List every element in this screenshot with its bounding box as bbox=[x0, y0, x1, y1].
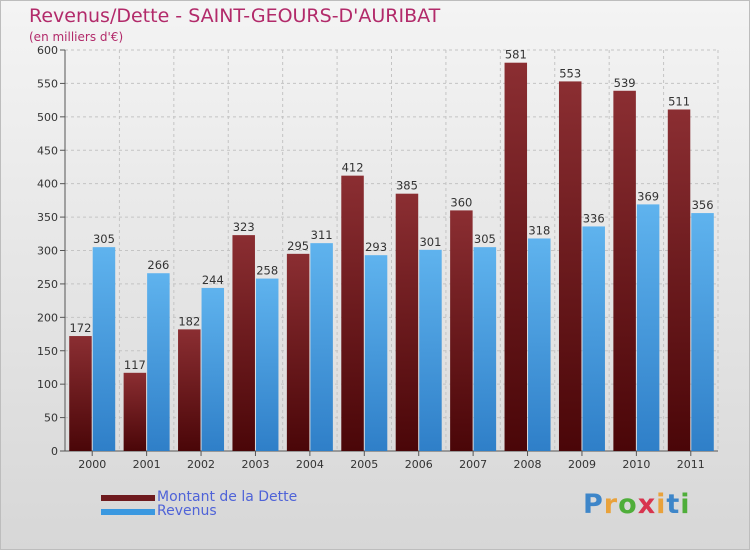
legend-label-revenus: Revenus bbox=[157, 503, 217, 519]
data-label-revenus: 258 bbox=[256, 264, 278, 278]
bar-dette bbox=[613, 90, 636, 451]
bar-dette bbox=[123, 372, 147, 451]
y-tick-label: 200 bbox=[37, 311, 58, 324]
x-tick-label: 2008 bbox=[514, 458, 542, 471]
data-label-dette: 581 bbox=[505, 48, 527, 62]
bar-revenus bbox=[201, 287, 225, 451]
y-tick-label: 400 bbox=[37, 178, 58, 191]
x-tick-label: 2007 bbox=[459, 458, 487, 471]
bar-revenus bbox=[582, 226, 605, 451]
data-label-dette: 172 bbox=[69, 321, 91, 335]
bar-revenus bbox=[364, 255, 388, 451]
bar-revenus bbox=[92, 247, 116, 451]
y-tick-label: 100 bbox=[37, 378, 58, 391]
legend-item-revenus: Revenus bbox=[101, 503, 401, 520]
bar-dette bbox=[286, 253, 310, 451]
x-tick-label: 2006 bbox=[405, 458, 433, 471]
data-label-revenus: 318 bbox=[528, 223, 550, 237]
data-label-dette: 182 bbox=[178, 314, 200, 328]
data-label-revenus: 311 bbox=[311, 228, 333, 242]
data-label-revenus: 293 bbox=[365, 240, 387, 254]
x-tick-label: 2000 bbox=[78, 458, 106, 471]
bar-dette bbox=[558, 81, 582, 451]
bar-revenus bbox=[636, 204, 660, 451]
x-tick-label: 2004 bbox=[296, 458, 324, 471]
data-label-revenus: 369 bbox=[637, 189, 659, 203]
y-tick-label: 550 bbox=[37, 77, 58, 90]
data-label-revenus: 244 bbox=[202, 273, 224, 287]
bar-revenus bbox=[419, 249, 442, 451]
y-tick-label: 150 bbox=[37, 345, 58, 358]
bar-revenus bbox=[310, 243, 333, 451]
y-tick-label: 350 bbox=[37, 211, 58, 224]
data-label-dette: 385 bbox=[396, 179, 418, 193]
y-tick-label: 450 bbox=[37, 144, 58, 157]
logo-letter: i bbox=[656, 489, 667, 520]
data-label-revenus: 356 bbox=[692, 198, 714, 212]
y-tick-label: 0 bbox=[51, 445, 58, 458]
bar-dette bbox=[667, 109, 691, 452]
data-label-revenus: 336 bbox=[583, 211, 605, 225]
logo-letter: o bbox=[618, 489, 638, 520]
bar-dette bbox=[69, 336, 92, 451]
logo-letter: P bbox=[583, 489, 604, 520]
legend-label-dette: Montant de la Dette bbox=[157, 489, 298, 505]
bar-dette bbox=[450, 210, 473, 451]
bar-dette bbox=[232, 235, 255, 451]
y-tick-label: 250 bbox=[37, 278, 58, 291]
data-label-revenus: 266 bbox=[147, 258, 169, 272]
x-tick-label: 2003 bbox=[241, 458, 269, 471]
bar-revenus bbox=[473, 247, 497, 451]
x-tick-label: 2001 bbox=[133, 458, 161, 471]
logo-letter: t bbox=[666, 489, 681, 520]
data-label-dette: 539 bbox=[614, 76, 636, 90]
bar-revenus bbox=[528, 238, 551, 451]
data-label-revenus: 305 bbox=[474, 232, 496, 246]
data-label-dette: 511 bbox=[668, 94, 690, 108]
data-label-dette: 295 bbox=[287, 239, 309, 253]
chart-title: Revenus/Dette - SAINT-GEOURS-D'AURIBAT bbox=[29, 5, 441, 27]
bar-revenus bbox=[691, 213, 714, 451]
legend-swatch-revenus bbox=[101, 509, 155, 515]
y-tick-label: 300 bbox=[37, 245, 58, 258]
data-label-dette: 323 bbox=[233, 220, 255, 234]
legend-swatch-dette bbox=[101, 495, 155, 501]
data-label-revenus: 305 bbox=[93, 232, 115, 246]
x-tick-label: 2005 bbox=[350, 458, 378, 471]
x-tick-label: 2011 bbox=[677, 458, 705, 471]
bar-revenus bbox=[147, 273, 170, 451]
logo-letter: i bbox=[680, 489, 691, 520]
legend-item-dette: Montant de la Dette bbox=[101, 489, 401, 506]
y-tick-label: 500 bbox=[37, 111, 58, 124]
bar-dette bbox=[178, 329, 201, 451]
x-tick-label: 2010 bbox=[622, 458, 650, 471]
data-label-dette: 117 bbox=[124, 358, 146, 372]
bar-dette bbox=[504, 62, 528, 451]
x-tick-label: 2009 bbox=[568, 458, 596, 471]
data-label-dette: 360 bbox=[450, 195, 472, 209]
data-label-dette: 553 bbox=[559, 66, 581, 80]
proxiti-logo: Proxiti bbox=[583, 489, 691, 520]
y-tick-label: 600 bbox=[37, 44, 58, 57]
y-tick-label: 50 bbox=[44, 412, 58, 425]
bar-dette bbox=[341, 175, 364, 451]
logo-letter: r bbox=[603, 489, 619, 520]
x-tick-label: 2002 bbox=[187, 458, 215, 471]
data-label-dette: 412 bbox=[342, 161, 364, 175]
bar-dette bbox=[395, 193, 419, 452]
bar-revenus bbox=[255, 278, 279, 451]
data-label-revenus: 301 bbox=[419, 235, 441, 249]
logo-letter: x bbox=[637, 489, 657, 520]
chart-subtitle: (en milliers d'€) bbox=[29, 30, 124, 44]
